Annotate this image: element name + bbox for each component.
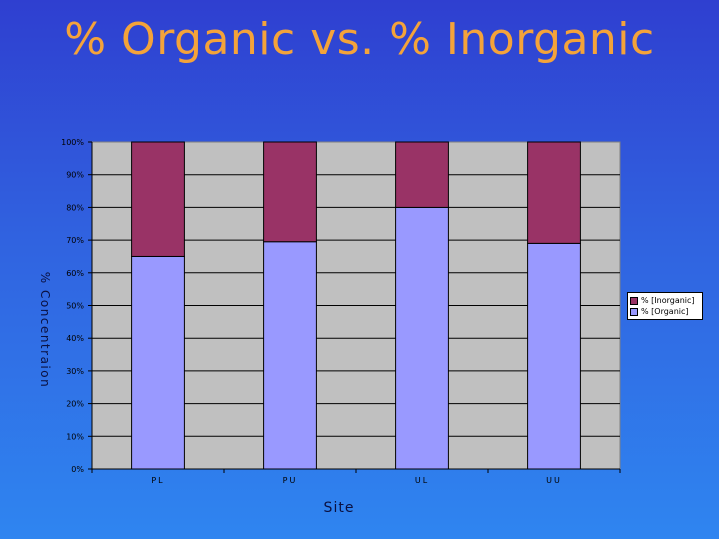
- y-tick-label: 10%: [66, 432, 84, 441]
- slide-title: % Organic vs. % Inorganic: [64, 14, 655, 65]
- x-tick-label: PL: [151, 476, 164, 485]
- y-tick-label: 30%: [66, 367, 84, 376]
- bar-organic-pu: [263, 241, 317, 470]
- chart-legend: % [Inorganic] % [Organic]: [627, 292, 703, 320]
- y-tick-label: 80%: [66, 203, 84, 212]
- x-tick-label: UU: [546, 476, 562, 485]
- bar-organic-uu: [527, 242, 581, 470]
- y-tick-label: 70%: [66, 236, 84, 245]
- y-tick-label: 40%: [66, 334, 84, 343]
- bar-inorganic-pl: [131, 141, 185, 257]
- bar-organic-ul: [395, 206, 449, 470]
- y-tick-label: 20%: [66, 400, 84, 409]
- y-tick-label: 100%: [61, 138, 84, 147]
- legend-label-organic: % [Organic]: [641, 307, 689, 316]
- x-tick-label: UL: [415, 476, 429, 485]
- y-tick-label: 0%: [71, 465, 84, 474]
- legend-swatch-organic: [630, 307, 638, 316]
- x-axis-label: Site: [323, 500, 355, 516]
- legend-label-inorganic: % [Inorganic]: [641, 296, 695, 305]
- y-tick-label: 50%: [66, 302, 84, 311]
- y-tick-label: 90%: [66, 171, 84, 180]
- bar-inorganic-pu: [263, 141, 317, 243]
- y-tick-label: 60%: [66, 269, 84, 278]
- bar-organic-pl: [131, 255, 185, 470]
- legend-item-organic: % [Organic]: [630, 306, 700, 317]
- bar-inorganic-uu: [527, 141, 581, 244]
- x-tick-label: PU: [283, 476, 298, 485]
- legend-item-inorganic: % [Inorganic]: [630, 295, 700, 306]
- legend-swatch-inorganic: [630, 296, 638, 305]
- bar-inorganic-ul: [395, 141, 449, 208]
